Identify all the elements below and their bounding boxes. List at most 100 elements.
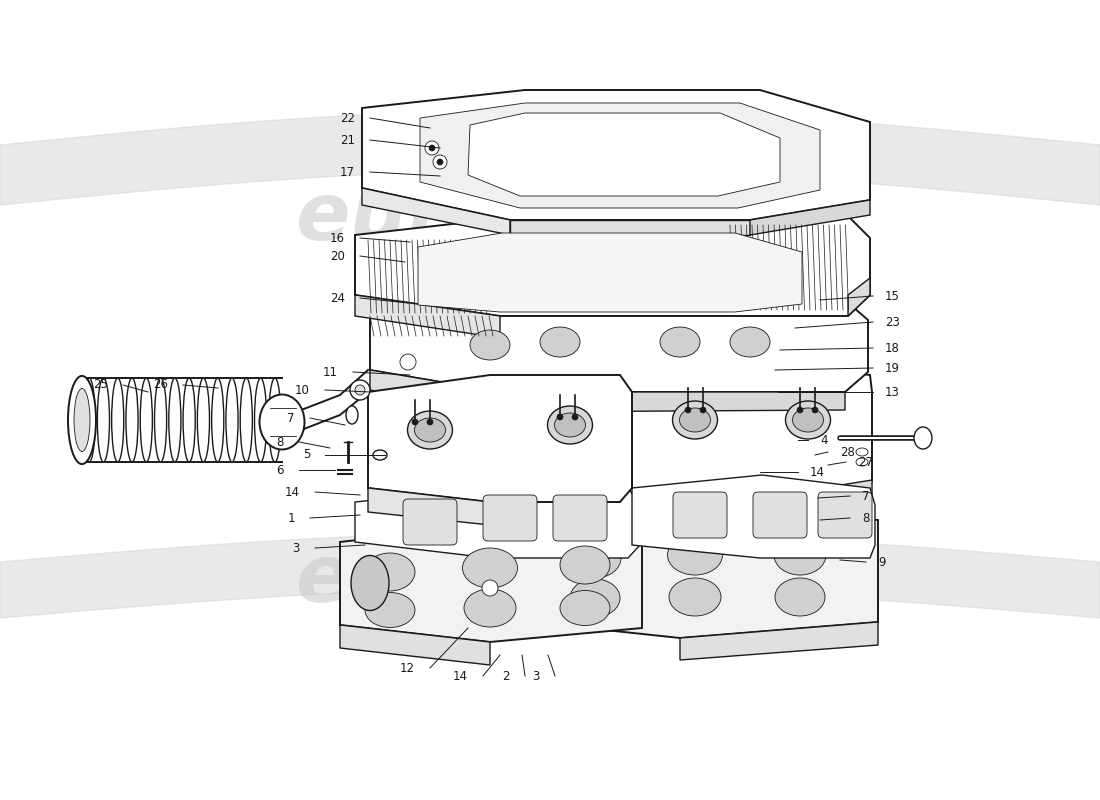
Ellipse shape [154, 378, 166, 462]
Ellipse shape [680, 408, 711, 432]
Polygon shape [420, 103, 820, 208]
Polygon shape [362, 188, 510, 235]
Polygon shape [370, 370, 500, 412]
Ellipse shape [730, 327, 770, 357]
Text: 17: 17 [340, 166, 355, 178]
Text: 25: 25 [94, 378, 108, 391]
FancyBboxPatch shape [403, 499, 456, 545]
Text: 11: 11 [323, 366, 338, 378]
Text: 15: 15 [886, 290, 900, 302]
Text: 14: 14 [285, 486, 300, 498]
Circle shape [425, 141, 439, 155]
Polygon shape [680, 622, 878, 660]
Ellipse shape [914, 427, 932, 449]
Ellipse shape [351, 555, 389, 610]
Polygon shape [368, 375, 632, 502]
Text: 7: 7 [287, 411, 295, 425]
Text: 20: 20 [330, 250, 345, 262]
Circle shape [355, 385, 365, 395]
Text: 13: 13 [886, 386, 900, 398]
Text: 10: 10 [295, 383, 310, 397]
Polygon shape [355, 218, 870, 316]
Ellipse shape [856, 458, 868, 466]
Ellipse shape [856, 448, 868, 456]
Text: eurospares: eurospares [296, 541, 804, 619]
Text: 28: 28 [840, 446, 855, 458]
Ellipse shape [260, 394, 305, 450]
Polygon shape [760, 480, 872, 516]
Polygon shape [510, 220, 750, 235]
Ellipse shape [660, 327, 700, 357]
Ellipse shape [84, 378, 96, 462]
Ellipse shape [464, 589, 516, 627]
Ellipse shape [540, 327, 580, 357]
Circle shape [700, 407, 706, 413]
Ellipse shape [197, 378, 209, 462]
Text: 7: 7 [862, 490, 869, 502]
FancyBboxPatch shape [673, 492, 727, 538]
Circle shape [433, 155, 447, 169]
Ellipse shape [470, 330, 510, 360]
Ellipse shape [570, 579, 620, 617]
Ellipse shape [168, 378, 180, 462]
Ellipse shape [569, 538, 622, 578]
Text: 6: 6 [276, 463, 284, 477]
FancyBboxPatch shape [818, 492, 872, 538]
Ellipse shape [183, 378, 195, 462]
Polygon shape [355, 295, 500, 338]
Polygon shape [418, 233, 802, 312]
Ellipse shape [373, 450, 387, 460]
Circle shape [798, 407, 803, 413]
Text: 2: 2 [503, 670, 510, 682]
Circle shape [350, 380, 370, 400]
Ellipse shape [774, 535, 826, 575]
Polygon shape [632, 475, 875, 558]
Text: 22: 22 [340, 111, 355, 125]
Ellipse shape [792, 408, 824, 432]
Text: 27: 27 [858, 455, 873, 469]
Ellipse shape [668, 535, 723, 575]
Text: 14: 14 [453, 670, 468, 682]
Text: 14: 14 [810, 466, 825, 478]
Ellipse shape [776, 578, 825, 616]
Ellipse shape [226, 378, 238, 462]
Ellipse shape [554, 413, 585, 437]
Ellipse shape [560, 590, 610, 626]
Ellipse shape [125, 378, 139, 462]
Ellipse shape [140, 378, 153, 462]
Text: 19: 19 [886, 362, 900, 374]
Circle shape [685, 407, 691, 413]
Polygon shape [848, 278, 870, 316]
Ellipse shape [407, 411, 452, 449]
Text: 16: 16 [330, 231, 345, 245]
Polygon shape [632, 362, 872, 498]
Text: 12: 12 [400, 662, 415, 674]
Text: 4: 4 [820, 434, 827, 446]
Circle shape [429, 145, 434, 151]
Circle shape [437, 159, 443, 165]
Ellipse shape [68, 376, 96, 464]
Ellipse shape [462, 548, 517, 588]
Ellipse shape [254, 378, 266, 462]
Ellipse shape [98, 378, 110, 462]
Circle shape [412, 419, 418, 425]
Ellipse shape [346, 406, 358, 424]
Text: 1: 1 [287, 511, 295, 525]
Text: 24: 24 [330, 291, 345, 305]
Polygon shape [362, 90, 870, 220]
Ellipse shape [560, 546, 610, 584]
Text: 5: 5 [302, 449, 310, 462]
Text: 8: 8 [862, 511, 869, 525]
FancyBboxPatch shape [553, 495, 607, 541]
Polygon shape [370, 300, 868, 392]
Ellipse shape [785, 401, 830, 439]
Text: 9: 9 [878, 555, 886, 569]
Circle shape [572, 414, 578, 420]
Text: 21: 21 [340, 134, 355, 146]
Polygon shape [355, 488, 640, 558]
Polygon shape [368, 488, 490, 525]
Polygon shape [340, 525, 642, 642]
Text: 18: 18 [886, 342, 900, 354]
Ellipse shape [211, 378, 223, 462]
Circle shape [427, 419, 433, 425]
